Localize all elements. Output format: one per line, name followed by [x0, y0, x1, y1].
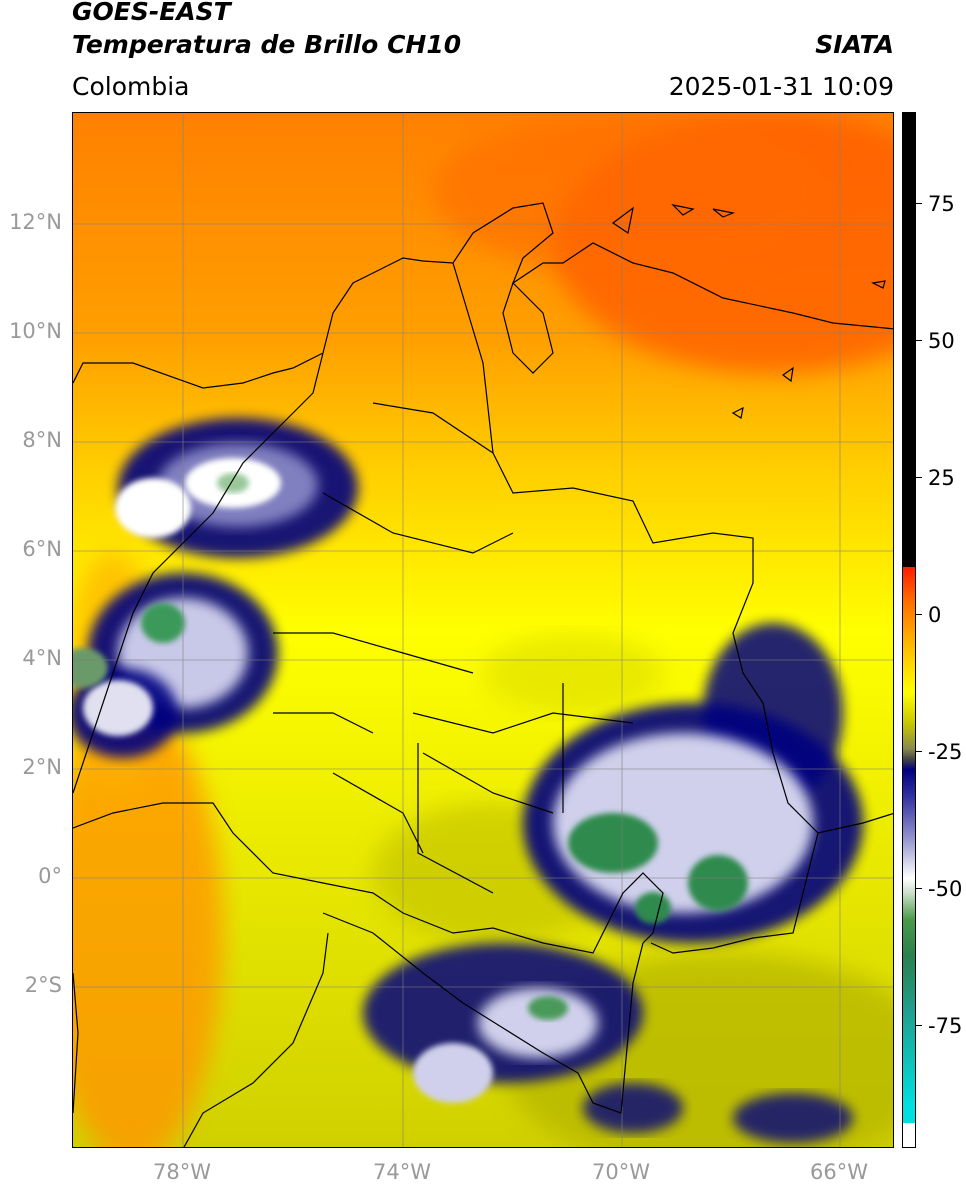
borders	[73, 202, 893, 1147]
colorbar-tick	[916, 888, 922, 889]
lat-label-6n: 6°N	[22, 537, 62, 561]
colorbar-tick	[916, 751, 922, 752]
lon-label-74w: 74°W	[373, 1160, 431, 1184]
timestamp-label: 2025-01-31 10:09	[668, 72, 894, 101]
colorbar-tick	[916, 614, 922, 615]
colorbar-label-75: 75	[928, 192, 955, 216]
lat-label-2s: 2°S	[24, 973, 62, 997]
map-title-line2: Temperatura de Brillo CH10	[72, 30, 462, 59]
map-title-line1: GOES-EAST	[72, 0, 231, 26]
storm-northwest	[115, 418, 358, 558]
colorbar-label-50: 50	[928, 329, 955, 353]
lat-label-10n: 10°N	[9, 319, 62, 343]
colorbar-tick	[916, 340, 922, 341]
colorbar-tick	[916, 203, 922, 204]
lat-label-8n: 8°N	[22, 428, 62, 452]
brand-label: SIATA	[815, 30, 894, 59]
colorbar-tick	[916, 1025, 922, 1026]
satellite-map	[72, 112, 894, 1148]
storm-south	[363, 943, 853, 1143]
lon-label-78w: 78°W	[153, 1160, 211, 1184]
colorbar-label-neg25: -25	[928, 740, 963, 764]
colorbar-tick	[916, 477, 922, 478]
colorbar-label-neg75: -75	[928, 1014, 963, 1038]
colorbar	[902, 112, 916, 1148]
colorbar-label-neg50: -50	[928, 877, 963, 901]
lat-label-0: 0°	[38, 864, 62, 888]
lon-label-70w: 70°W	[592, 1160, 650, 1184]
lat-label-2n: 2°N	[22, 755, 62, 779]
colorbar-label-25: 25	[928, 466, 955, 490]
satellite-image	[73, 113, 893, 1147]
lon-label-66w: 66°W	[810, 1160, 868, 1184]
storm-east	[523, 623, 863, 943]
lat-label-12n: 12°N	[9, 210, 62, 234]
colorbar-label-0: 0	[928, 603, 942, 627]
region-label: Colombia	[72, 72, 190, 101]
lat-label-4n: 4°N	[22, 646, 62, 670]
graticule-lines	[73, 113, 893, 1147]
